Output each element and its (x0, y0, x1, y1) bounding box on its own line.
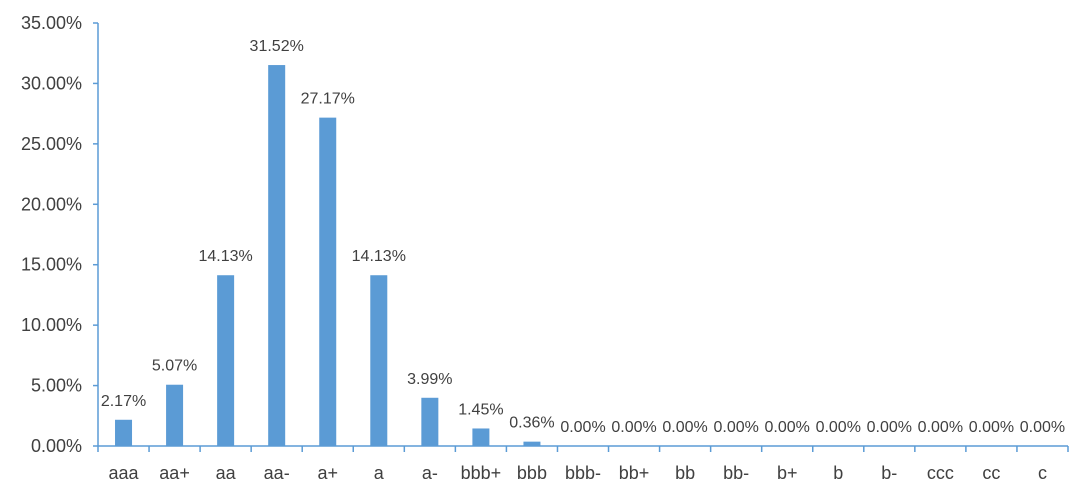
y-tick-label: 30.00% (21, 73, 82, 93)
x-tick-label: a (374, 463, 385, 483)
data-label: 0.00% (867, 419, 912, 436)
x-tick-label: a- (422, 463, 438, 483)
x-tick-label: bb+ (619, 463, 650, 483)
bar-a (370, 275, 388, 446)
data-label: 0.00% (969, 419, 1014, 436)
x-tick-label: aa- (264, 463, 290, 483)
y-tick-label: 0.00% (31, 436, 82, 456)
x-tick-label: aaa (109, 463, 140, 483)
x-tick-label: bbb+ (461, 463, 502, 483)
y-axis: 0.00% 5.00% 10.00% 15.00% 20.00% 25.00% 30.00%… (21, 13, 99, 456)
data-label: 1.45% (458, 401, 503, 418)
x-tick-label: cc (982, 463, 1000, 483)
y-tick-label: 25.00% (21, 134, 82, 154)
data-label: 0.36% (509, 415, 554, 432)
data-label: 31.52% (250, 38, 304, 55)
data-label: 14.13% (198, 248, 252, 265)
x-tick-label: bbb (517, 463, 547, 483)
y-tick-label: 20.00% (21, 194, 82, 214)
data-label: 0.00% (662, 419, 707, 436)
data-label: 0.00% (765, 419, 810, 436)
data-label: 0.00% (611, 419, 656, 436)
bar-a+ (319, 117, 337, 447)
bar-bbb (523, 441, 541, 446)
data-label: 0.00% (1020, 419, 1065, 436)
data-label: 14.13% (352, 248, 406, 265)
x-tick-label: bb- (723, 463, 749, 483)
x-tick-label: bb (675, 463, 695, 483)
bar-aa (217, 275, 235, 446)
data-label: 0.00% (918, 419, 963, 436)
bar-aa- (268, 65, 286, 446)
data-labels: 2.17% 5.07% 14.13% 31.52% 27.17% 14.13% 3.99% 1… (101, 38, 1065, 436)
x-tick-label: a+ (317, 463, 338, 483)
data-label: 27.17% (301, 91, 355, 108)
data-label: 2.17% (101, 393, 146, 410)
bar-bbb+ (472, 428, 490, 446)
x-tick-label: ccc (927, 463, 954, 483)
x-tick-label: c (1038, 463, 1047, 483)
data-label: 0.00% (816, 419, 861, 436)
x-tick-label: aa+ (159, 463, 190, 483)
data-label: 3.99% (407, 371, 452, 388)
x-tick-label: b- (881, 463, 897, 483)
x-tick-label: b (833, 463, 843, 483)
bar-aa+ (166, 384, 184, 446)
x-tick-label: bbb- (565, 463, 601, 483)
x-tick-label: b+ (777, 463, 798, 483)
bar-aaa (115, 419, 133, 446)
data-label: 5.07% (152, 358, 197, 375)
y-tick-label: 10.00% (21, 315, 82, 335)
y-tick-label: 15.00% (21, 255, 82, 275)
data-label: 0.00% (560, 419, 605, 436)
bar-series (115, 65, 541, 447)
y-tick-label: 35.00% (21, 13, 82, 33)
bar-a- (421, 397, 439, 446)
x-tick-label: aa (216, 463, 237, 483)
data-label: 0.00% (713, 419, 758, 436)
x-axis: aaa aa+ aa aa-a+ a a-bbb+ bbb bbb-bb+ bb bb-b+ b b-… (97, 445, 1069, 483)
y-tick-label: 5.00% (31, 376, 82, 396)
